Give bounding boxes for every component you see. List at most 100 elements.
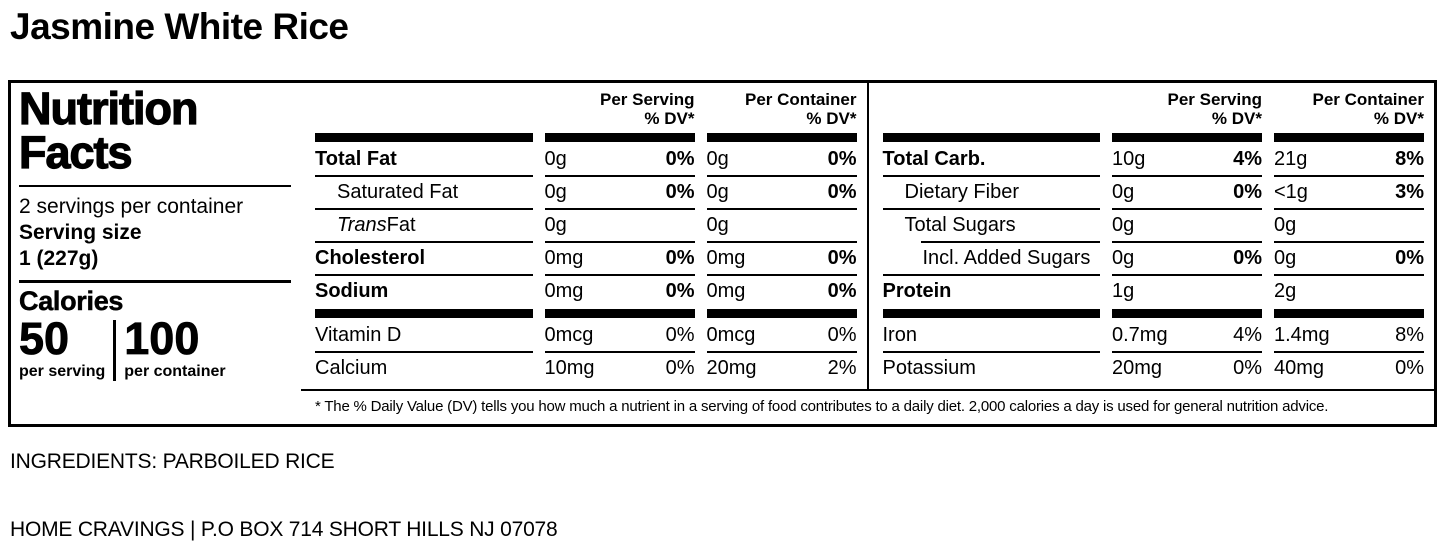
row-separator [882, 274, 1100, 277]
divider [19, 184, 291, 187]
row-separator [315, 133, 533, 143]
serving-amount: 0g [1112, 247, 1135, 270]
row-separator [706, 208, 857, 211]
daily-value-footnote: * The % Daily Value (DV) tells you how m… [301, 389, 1434, 424]
nutrient-serving-cell: 0g 0% [1112, 243, 1262, 274]
nutrient-name: Total Carb. [882, 148, 986, 171]
row-separator [315, 208, 533, 211]
serving-amount: 0g [544, 181, 567, 204]
container-amount: 0g [1274, 247, 1297, 270]
serving-amount: 0g [1112, 214, 1135, 237]
row-separator [706, 241, 857, 244]
nutrient-tables-area: Per Serving % DV* Per Container % DV* To… [301, 83, 1434, 424]
container-amount: 0mg [706, 247, 746, 270]
row-separator [1274, 208, 1424, 211]
row-separator [544, 208, 695, 211]
nutrient-serving-cell: 0.7mg 4% [1112, 320, 1262, 351]
serving-amount: 0mg [544, 280, 584, 303]
container-daily-value: 8% [1395, 148, 1424, 171]
row-separator [315, 351, 533, 354]
nutrient-name: Calcium [315, 357, 388, 380]
row-separator [1112, 133, 1262, 143]
container-amount: 0g [706, 214, 729, 237]
container-amount: 0mg [706, 280, 746, 303]
nutrition-table-right: Per Serving % DV* Per Container % DV* To… [866, 83, 1435, 390]
row-separator [706, 133, 857, 143]
serving-amount: 0mg [544, 247, 584, 270]
row-separator [315, 309, 533, 319]
nutrient-name-italic: Trans [337, 214, 387, 237]
serving-amount: 10mg [544, 357, 595, 380]
serving-amount: 0.7mg [1112, 324, 1168, 347]
calories-divider [113, 320, 117, 382]
per-serving-header: Per Serving % DV* [1112, 87, 1263, 131]
nutrient-name: Total Sugars [904, 214, 1016, 237]
nutrient-container-cell: <1g 3% [1274, 177, 1424, 208]
container-amount: 40mg [1274, 357, 1325, 380]
serving-daily-value: 0% [665, 357, 695, 380]
row-separator [544, 309, 695, 319]
nutrient-container-cell: 1.4mg 8% [1274, 320, 1424, 351]
product-title: Jasmine White Rice [10, 6, 349, 47]
nutrient-container-cell: 0mcg 0% [707, 320, 857, 351]
row-separator [315, 241, 533, 244]
nutrient-container-cell: 2g [1274, 276, 1424, 307]
nutrient-name: Iron [882, 324, 917, 347]
container-daily-value: 0% [827, 181, 857, 204]
row-separator [1274, 175, 1424, 178]
row-separator [920, 241, 1100, 244]
servings-per-container: 2 servings per container [19, 194, 244, 218]
nutrient-name: Incl. Added Sugars [922, 247, 1091, 270]
container-daily-value: 0% [1395, 247, 1424, 270]
container-amount: 0g [706, 181, 729, 204]
nutrient-container-cell: 0g 0% [707, 177, 857, 208]
per-serving-header-label: Per Serving [600, 90, 695, 110]
nutrient-serving-cell: 10g 4% [1112, 144, 1262, 175]
row-separator [544, 351, 695, 354]
row-separator [882, 208, 1100, 211]
divider [19, 280, 291, 284]
row-separator [315, 274, 533, 277]
row-separator [315, 175, 533, 178]
per-serving-header-label: Per Serving [1167, 90, 1263, 110]
container-amount: 2g [1274, 280, 1297, 303]
container-daily-value: 0% [1395, 357, 1424, 380]
dv-header-label: % DV* [806, 109, 857, 129]
serving-daily-value: 4% [1233, 324, 1262, 347]
row-separator [706, 351, 857, 354]
per-container-header-label: Per Container [745, 90, 857, 110]
serving-daily-value: 0% [1233, 181, 1262, 204]
container-amount: 0g [706, 148, 729, 171]
calories-values: 50 per serving 100 per container [19, 316, 291, 382]
container-daily-value: 2% [827, 357, 857, 380]
nutrient-tables: Per Serving % DV* Per Container % DV* To… [301, 83, 1435, 390]
container-daily-value: 8% [1395, 324, 1424, 347]
per-serving-header: Per Serving % DV* [545, 87, 695, 131]
serving-amount: 0g [544, 214, 567, 237]
nutrient-serving-cell: 0g [545, 210, 695, 241]
container-daily-value: 0% [827, 148, 857, 171]
nutrient-serving-cell: 0g [1112, 210, 1262, 241]
dv-header-label: % DV* [1373, 109, 1424, 129]
header-spacer [883, 87, 1101, 131]
container-daily-value: 0% [827, 247, 857, 270]
manufacturer-footer: HOME CRAVINGS | P.O BOX 714 SHORT HILLS … [10, 518, 558, 542]
nutrient-serving-cell: 0g 0% [545, 144, 695, 175]
nutrient-container-cell: 0g 0% [1274, 243, 1424, 274]
nutrient-container-cell: 0g [707, 210, 857, 241]
nutrient-serving-cell: 20mg 0% [1112, 353, 1262, 384]
container-amount: 0g [1274, 214, 1297, 237]
nutrient-serving-cell: 0g 0% [545, 177, 695, 208]
nutrient-container-cell: 0mg 0% [707, 243, 857, 274]
row-separator [1112, 175, 1262, 178]
calories-per-container-caption: per container [124, 363, 226, 381]
serving-daily-value: 0% [665, 181, 695, 204]
serving-amount: 0g [1112, 181, 1135, 204]
row-separator [882, 133, 1100, 143]
per-container-header: Per Container % DV* [707, 87, 857, 131]
serving-amount: 10g [1112, 148, 1146, 171]
nutrient-name: Dietary Fiber [904, 181, 1019, 204]
heading-line-1: Nutrition [18, 83, 199, 135]
nutrient-container-cell: 0mg 0% [707, 276, 857, 307]
